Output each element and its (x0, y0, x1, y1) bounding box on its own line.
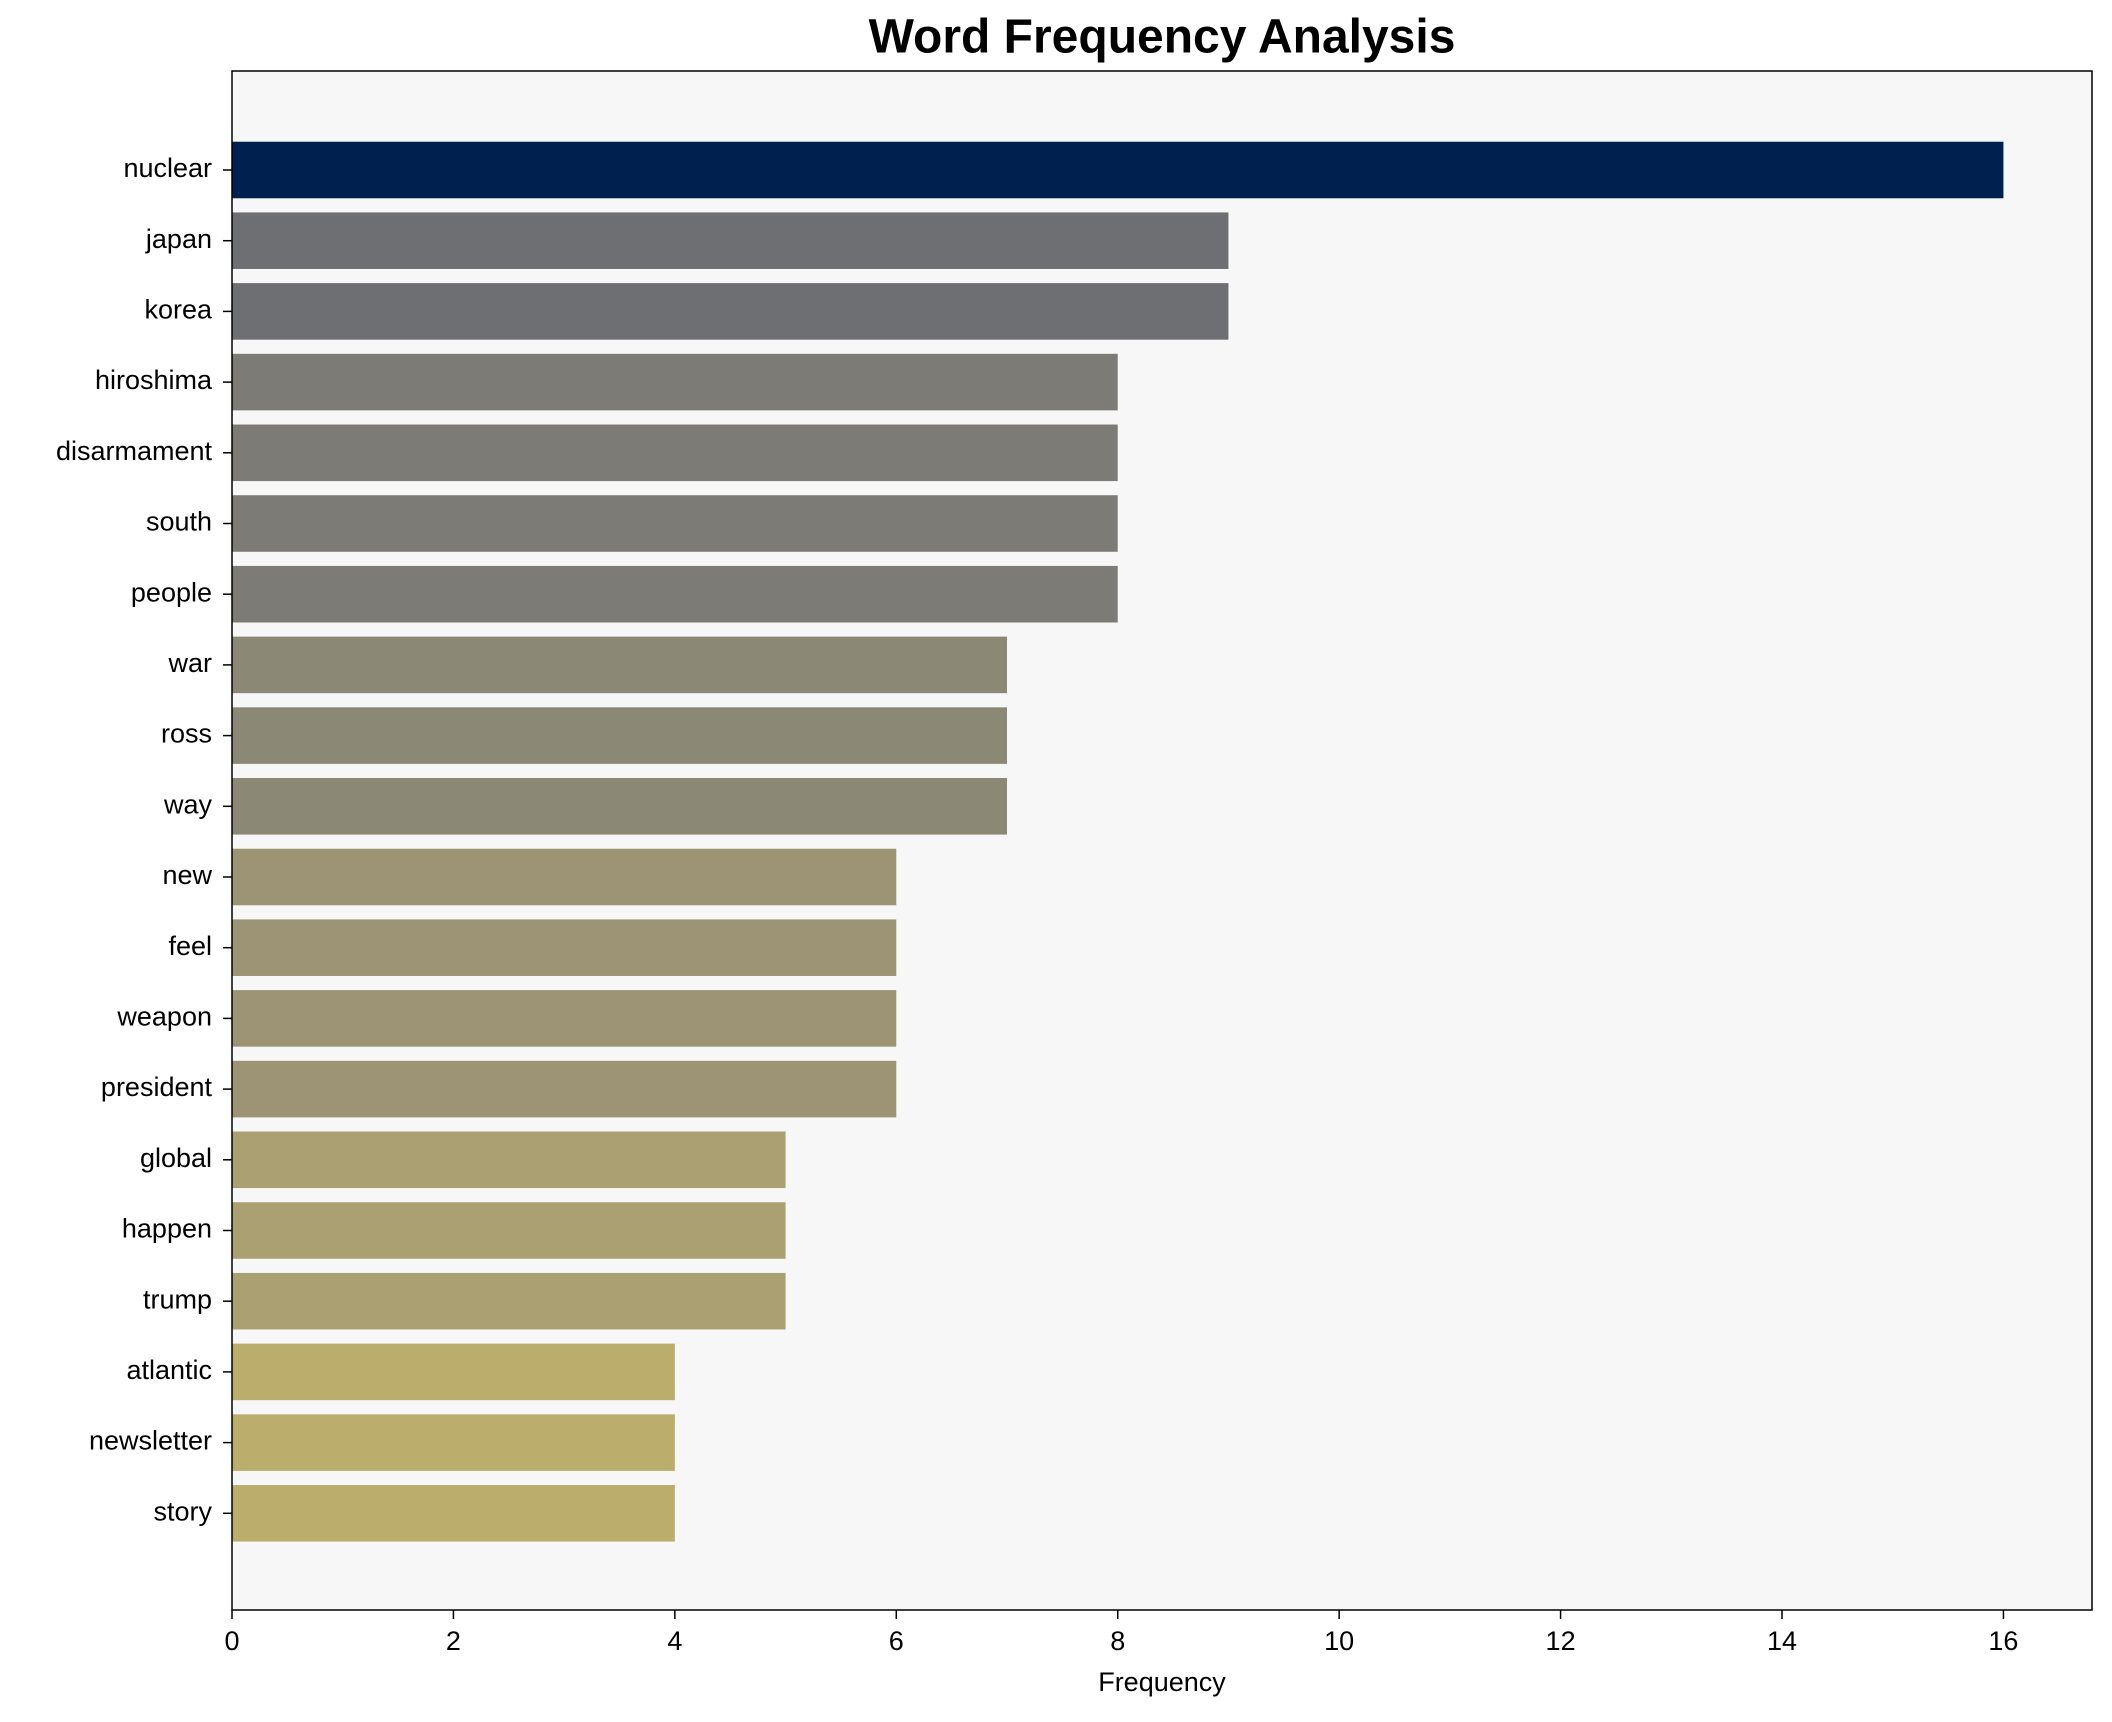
y-tick-label: south (146, 507, 212, 537)
bar (232, 1485, 675, 1542)
bar (232, 636, 1007, 694)
bar (232, 848, 897, 906)
x-tick-label: 2 (446, 1626, 461, 1656)
bar (232, 141, 2004, 199)
bar (232, 707, 1007, 764)
x-tick-label: 14 (1767, 1626, 1797, 1656)
y-tick-label: hiroshima (95, 365, 213, 395)
bar (232, 1343, 675, 1401)
bar (232, 353, 1118, 411)
x-tick-label: 0 (224, 1626, 239, 1656)
y-tick-label: newsletter (89, 1426, 212, 1456)
x-tick-label: 8 (1110, 1626, 1125, 1656)
y-tick-label: president (101, 1072, 213, 1102)
bar (232, 990, 897, 1047)
y-tick-label: weapon (116, 1002, 212, 1032)
x-tick-label: 4 (667, 1626, 682, 1656)
y-tick-label: people (131, 577, 212, 607)
bar (232, 1131, 786, 1189)
bar (232, 565, 1118, 623)
bar (232, 919, 897, 976)
bar (232, 1060, 897, 1118)
x-axis-label: Frequency (1098, 1667, 1226, 1697)
y-tick-label: atlantic (126, 1355, 212, 1385)
x-tick-label: 16 (1988, 1626, 2018, 1656)
chart-title: Word Frequency Analysis (869, 11, 1456, 64)
y-tick-label: new (162, 860, 212, 890)
x-tick-label: 6 (889, 1626, 904, 1656)
bar (232, 283, 1229, 340)
bar (232, 1414, 675, 1471)
y-tick-label: trump (143, 1284, 212, 1314)
plot-frame (231, 70, 2093, 1611)
y-tick-label: nuclear (123, 153, 212, 183)
y-tick-label: war (167, 648, 212, 678)
y-tick-label: korea (144, 295, 213, 325)
x-tick-label: 12 (1546, 1626, 1576, 1656)
y-tick-label: story (153, 1496, 212, 1526)
y-tick-label: disarmament (56, 436, 213, 466)
y-tick-label: global (140, 1143, 212, 1173)
y-tick-label: way (163, 789, 213, 819)
y-tick-label: ross (161, 719, 212, 749)
bar (232, 424, 1118, 482)
x-tick-label: 10 (1324, 1626, 1354, 1656)
bar (232, 1272, 786, 1330)
y-tick-label: feel (168, 931, 212, 961)
bar (232, 778, 1007, 835)
bar (232, 1202, 786, 1259)
bar (232, 212, 1229, 269)
bar (232, 495, 1118, 552)
y-tick-label: happen (122, 1214, 212, 1244)
y-tick-label: japan (145, 224, 212, 254)
